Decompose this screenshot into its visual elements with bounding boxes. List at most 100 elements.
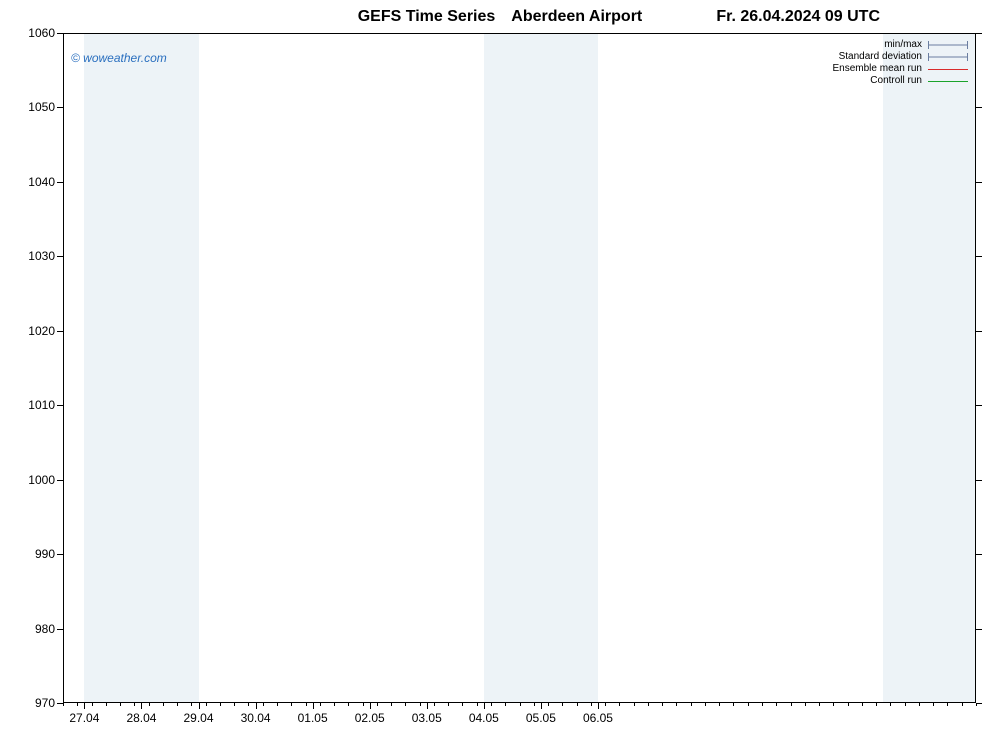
legend-swatch — [928, 81, 968, 82]
minor-xtick-mark — [177, 703, 178, 706]
minor-xtick-mark — [705, 703, 706, 706]
minor-xtick-mark — [548, 703, 549, 706]
xtick-mark — [484, 703, 485, 709]
minor-xtick-mark — [662, 703, 663, 706]
ytick-mark — [57, 554, 63, 555]
xtick-mark — [313, 703, 314, 709]
xtick-label: 28.04 — [126, 711, 156, 725]
minor-xtick-mark — [63, 703, 64, 706]
ytick-mark — [57, 629, 63, 630]
minor-xtick-mark — [605, 703, 606, 706]
legend-label: Standard deviation — [839, 51, 922, 63]
axis-border — [63, 33, 64, 703]
minor-xtick-mark — [691, 703, 692, 706]
minor-xtick-mark — [719, 703, 720, 706]
minor-xtick-mark — [676, 703, 677, 706]
legend-label: Controll run — [870, 75, 922, 87]
weekend-band — [484, 33, 598, 703]
xtick-label: 03.05 — [412, 711, 442, 725]
legend-label: min/max — [884, 39, 922, 51]
minor-xtick-mark — [405, 703, 406, 706]
minor-xtick-mark — [919, 703, 920, 706]
axis-border — [63, 33, 976, 34]
minor-xtick-mark — [591, 703, 592, 706]
legend-item: Controll run — [833, 75, 969, 87]
ytick-mark — [976, 256, 982, 257]
minor-xtick-mark — [748, 703, 749, 706]
plot-area — [63, 33, 976, 703]
minor-xtick-mark — [134, 703, 135, 706]
title-runtime: Fr. 26.04.2024 09 UTC — [716, 8, 880, 26]
minor-xtick-mark — [962, 703, 963, 706]
axis-border — [975, 33, 976, 703]
minor-xtick-mark — [348, 703, 349, 706]
legend-label: Ensemble mean run — [833, 63, 923, 75]
minor-xtick-mark — [833, 703, 834, 706]
minor-xtick-mark — [805, 703, 806, 706]
chart-title: GEFS Time Series Aberdeen Airport — [358, 8, 643, 26]
minor-xtick-mark — [320, 703, 321, 706]
minor-xtick-mark — [391, 703, 392, 706]
ytick-label: 1000 — [28, 473, 55, 487]
legend-swatch — [928, 41, 968, 49]
ytick-mark — [976, 480, 982, 481]
xtick-label: 01.05 — [298, 711, 328, 725]
ytick-mark — [57, 182, 63, 183]
minor-xtick-mark — [277, 703, 278, 706]
minor-xtick-mark — [791, 703, 792, 706]
ytick-label: 1040 — [28, 175, 55, 189]
minor-xtick-mark — [634, 703, 635, 706]
minor-xtick-mark — [619, 703, 620, 706]
minor-xtick-mark — [120, 703, 121, 706]
ytick-mark — [976, 182, 982, 183]
minor-xtick-mark — [106, 703, 107, 706]
xtick-label: 04.05 — [469, 711, 499, 725]
xtick-label: 27.04 — [69, 711, 99, 725]
minor-xtick-mark — [163, 703, 164, 706]
ytick-mark — [57, 480, 63, 481]
minor-xtick-mark — [77, 703, 78, 706]
minor-xtick-mark — [762, 703, 763, 706]
minor-xtick-mark — [149, 703, 150, 706]
xtick-mark — [427, 703, 428, 709]
xtick-label: 06.05 — [583, 711, 613, 725]
minor-xtick-mark — [363, 703, 364, 706]
minor-xtick-mark — [905, 703, 906, 706]
minor-xtick-mark — [862, 703, 863, 706]
minor-xtick-mark — [819, 703, 820, 706]
minor-xtick-mark — [648, 703, 649, 706]
ytick-mark — [57, 107, 63, 108]
title-series: GEFS Time Series — [358, 8, 496, 26]
xtick-mark — [199, 703, 200, 709]
ytick-label: 1050 — [28, 100, 55, 114]
minor-xtick-mark — [505, 703, 506, 706]
ytick-mark — [976, 107, 982, 108]
ytick-mark — [976, 331, 982, 332]
weekend-band — [883, 33, 976, 703]
ytick-mark — [976, 33, 982, 34]
ytick-mark — [976, 629, 982, 630]
title-location: Aberdeen Airport — [511, 8, 642, 26]
minor-xtick-mark — [263, 703, 264, 706]
ytick-label: 970 — [35, 696, 55, 710]
xtick-mark — [84, 703, 85, 709]
ytick-label: 990 — [35, 547, 55, 561]
minor-xtick-mark — [534, 703, 535, 706]
ytick-label: 1030 — [28, 249, 55, 263]
ytick-mark — [57, 33, 63, 34]
minor-xtick-mark — [191, 703, 192, 706]
ytick-mark — [57, 331, 63, 332]
minor-xtick-mark — [434, 703, 435, 706]
ytick-label: 980 — [35, 622, 55, 636]
ytick-mark — [976, 405, 982, 406]
watermark: © woweather.com — [71, 51, 167, 65]
ytick-mark — [976, 554, 982, 555]
legend-swatch — [928, 53, 968, 61]
legend-item: Standard deviation — [833, 51, 969, 63]
minor-xtick-mark — [776, 703, 777, 706]
xtick-mark — [141, 703, 142, 709]
minor-xtick-mark — [420, 703, 421, 706]
minor-xtick-mark — [92, 703, 93, 706]
chart-container: GEFS Time Series Aberdeen Airport Fr. 26… — [0, 0, 1000, 733]
ytick-mark — [57, 405, 63, 406]
